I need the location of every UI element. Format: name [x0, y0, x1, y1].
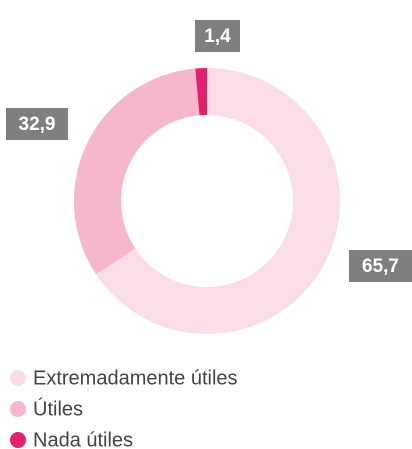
donut-segment: [73, 68, 200, 275]
value-label: 32,9: [19, 114, 56, 135]
value-label-box: [195, 20, 240, 52]
legend-label: Útiles: [33, 397, 83, 420]
legend-swatch: [10, 370, 26, 386]
donut-segment: [96, 68, 341, 334]
legend-label: Nada útiles: [33, 429, 133, 449]
value-label-box: [349, 250, 412, 282]
donut-segment: [195, 68, 207, 116]
value-label: 65,7: [362, 256, 399, 277]
value-label-box: [6, 108, 68, 140]
value-label: 1,4: [204, 26, 231, 47]
legend-swatch: [10, 401, 26, 417]
legend-swatch: [10, 432, 26, 448]
legend-label: Extremadamente útiles: [33, 367, 238, 389]
